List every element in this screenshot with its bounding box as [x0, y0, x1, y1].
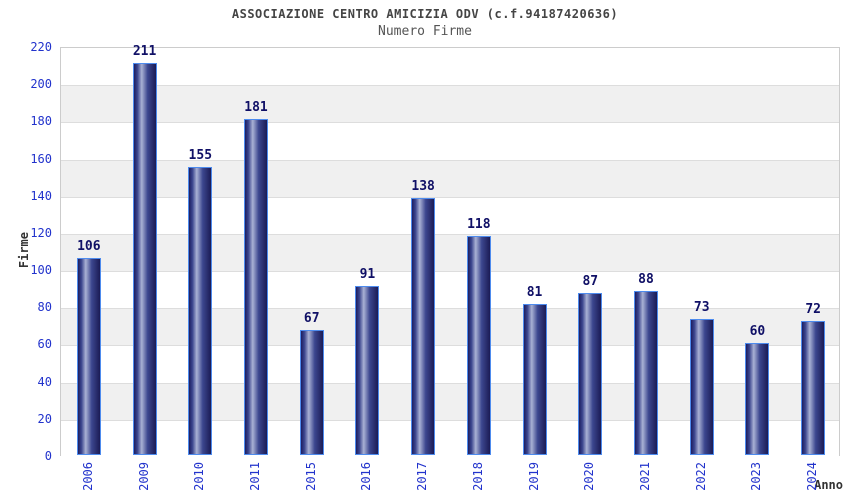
- chart-subtitle: Numero Firme: [378, 24, 472, 39]
- background-band: [61, 419, 839, 457]
- x-tick-label: 2024: [805, 462, 820, 491]
- bar: [299, 330, 324, 455]
- background-band: [61, 271, 839, 309]
- bar-value-label: 106: [77, 238, 101, 254]
- x-tick-label: 2020: [582, 462, 597, 491]
- bar-value-label: 91: [359, 266, 376, 282]
- x-axis-label: Anno: [814, 478, 843, 492]
- bar: [634, 291, 658, 455]
- background-band: [61, 48, 839, 86]
- x-tick-label: 2016: [359, 462, 374, 491]
- background-band: [61, 85, 839, 123]
- gridline: [61, 271, 839, 273]
- background-band: [61, 233, 839, 272]
- y-tick-label: 220: [30, 40, 52, 54]
- bar: [689, 319, 714, 455]
- x-tick-label: 2009: [136, 462, 151, 491]
- background-band: [61, 122, 839, 160]
- bar: [522, 304, 547, 455]
- y-tick-label: 120: [30, 225, 52, 240]
- bar: [244, 118, 268, 455]
- gridline: [61, 122, 839, 124]
- y-tick-label: 200: [30, 77, 52, 92]
- x-tick-label: 2023: [749, 462, 764, 491]
- x-tick-label: 2010: [192, 462, 207, 491]
- x-tick-label: 2019: [526, 462, 541, 491]
- bar-value-label: 181: [244, 99, 268, 115]
- bar: [745, 343, 770, 455]
- bar-value-label: 60: [749, 324, 766, 340]
- x-tick-label: 2006: [80, 462, 95, 491]
- gridline: [61, 382, 839, 384]
- bar-value-label: 155: [188, 147, 213, 163]
- gridline: [61, 419, 839, 421]
- gridline: [61, 233, 839, 235]
- y-tick-label: 140: [30, 188, 52, 203]
- y-tick-label: 180: [30, 114, 52, 129]
- background-band: [61, 345, 839, 383]
- x-tick-label: 2015: [303, 462, 318, 491]
- bar: [76, 257, 101, 455]
- x-tick-label: 2017: [415, 462, 430, 491]
- bar: [578, 293, 603, 455]
- bar: [355, 285, 380, 455]
- bar: [188, 166, 213, 455]
- bar-value-label: 67: [303, 311, 320, 327]
- x-tick-label: 2021: [638, 462, 652, 491]
- gridline: [61, 345, 839, 347]
- bar: [132, 62, 157, 455]
- y-tick-label: 0: [44, 449, 52, 463]
- background-band: [61, 159, 839, 197]
- bar-value-label: 211: [132, 43, 157, 59]
- x-tick-label: 2022: [693, 462, 708, 491]
- bar: [801, 321, 826, 455]
- x-tick-label: 2018: [470, 462, 485, 491]
- gridline: [61, 159, 839, 161]
- background-band: [61, 382, 839, 420]
- bar-value-label: 73: [693, 300, 710, 316]
- bar-value-label: 118: [467, 216, 491, 232]
- x-tick-label: 2011: [248, 462, 262, 491]
- background-band: [61, 308, 839, 346]
- bar: [466, 235, 491, 455]
- gridline: [61, 196, 839, 198]
- gridline: [61, 85, 839, 87]
- y-tick-label: 160: [30, 151, 52, 166]
- chart-title: ASSOCIAZIONE CENTRO AMICIZIA ODV (c.f.94…: [231, 7, 619, 21]
- y-tick-label: 100: [30, 263, 52, 278]
- gridline: [61, 308, 839, 310]
- plot-area: 106 211 155 181 67 91 138 118 81 87 88 73 60 72: [60, 43, 840, 457]
- bar-value-label: 87: [582, 274, 599, 290]
- bar: [411, 198, 436, 455]
- background-band: [61, 196, 839, 234]
- y-tick-label: 20: [37, 411, 52, 426]
- bar-value-label: 72: [805, 302, 821, 318]
- bar-value-label: 138: [411, 179, 435, 195]
- y-tick-label: 40: [37, 374, 52, 389]
- y-tick-label: 80: [37, 300, 52, 315]
- bar-value-label: 88: [638, 272, 654, 288]
- bar-value-label: 81: [526, 285, 543, 301]
- y-tick-label: 60: [37, 337, 52, 352]
